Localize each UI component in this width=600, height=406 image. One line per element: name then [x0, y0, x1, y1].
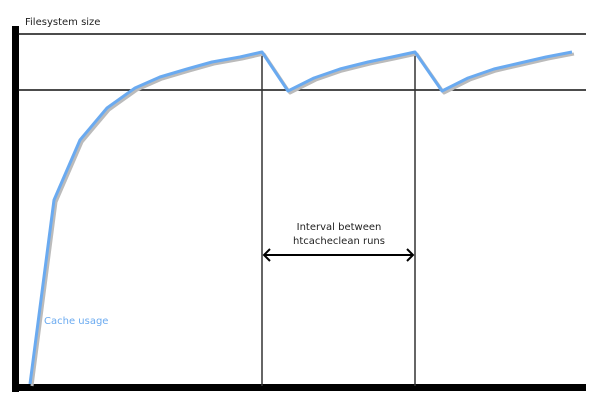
cache-usage-label: Cache usage: [44, 316, 109, 327]
cache-usage-line: [28, 50, 573, 385]
interval-label-line1: Interval between: [296, 222, 382, 233]
cache-usage-shadow: [30, 52, 575, 387]
interval-label-line2: htcacheclean runs: [293, 236, 385, 247]
interval-arrow: [262, 248, 415, 262]
y-axis-label: Filesystem size: [25, 17, 101, 28]
y-axis: [12, 26, 19, 392]
x-axis: [12, 384, 586, 391]
